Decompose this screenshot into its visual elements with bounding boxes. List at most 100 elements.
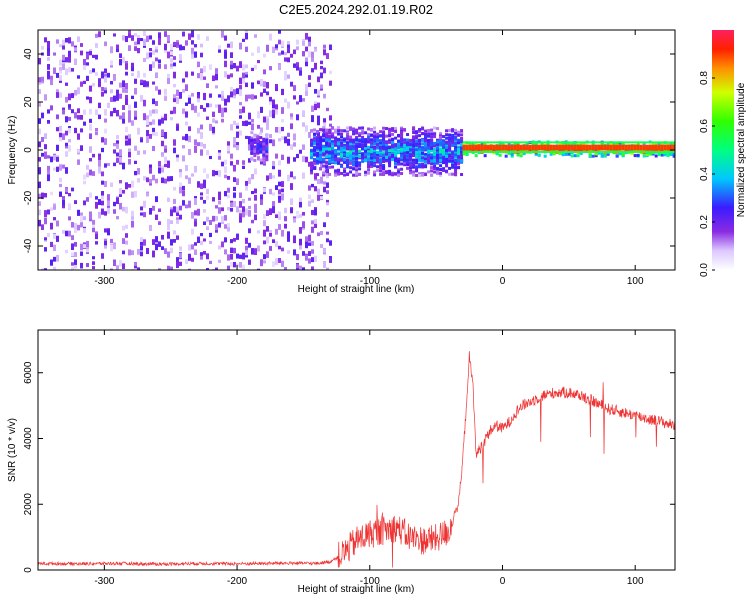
heatmap-cell: [44, 193, 47, 198]
heatmap-cell: [367, 171, 371, 175]
heatmap-cell: [430, 138, 434, 142]
heatmap-cell: [558, 142, 562, 146]
heatmap-cell: [272, 46, 275, 54]
heatmap-cell: [370, 141, 374, 145]
heatmap-cell: [516, 141, 520, 144]
heatmap-cell: [325, 145, 329, 149]
heatmap-cell: [486, 144, 490, 151]
heatmap-cell: [314, 208, 317, 216]
heatmap-cell: [62, 54, 65, 61]
heatmap-cell: [406, 163, 410, 167]
heatmap-cell: [140, 251, 143, 257]
heatmap-cell: [47, 40, 50, 48]
heatmap-cell: [403, 146, 407, 150]
heatmap-cell: [128, 158, 131, 165]
heatmap-cell: [275, 153, 278, 159]
heatmap-cell: [71, 267, 74, 270]
heatmap-cell: [182, 185, 185, 191]
heatmap-cell: [278, 181, 281, 187]
heatmap-cell: [128, 183, 131, 188]
heatmap-cell: [266, 91, 269, 96]
heatmap-cell: [80, 262, 83, 269]
heatmap-cell: [424, 155, 428, 159]
heatmap-cell: [65, 116, 68, 123]
heatmap-cell: [454, 141, 458, 145]
heatmap-cell: [439, 164, 443, 168]
heatmap-cell: [337, 160, 341, 164]
heatmap-cell: [218, 207, 221, 214]
heatmap-cell: [612, 141, 616, 144]
heatmap-cell: [319, 147, 323, 151]
heatmap-cell: [266, 118, 269, 124]
heatmap-cell: [158, 167, 161, 174]
heatmap-cell: [224, 51, 227, 59]
heatmap-cell: [492, 150, 496, 153]
heatmap-cell: [203, 251, 206, 255]
heatmap-cell: [361, 147, 365, 151]
heatmap-cell: [155, 109, 158, 114]
heatmap-cell: [116, 216, 119, 220]
heatmap-cell: [451, 157, 455, 161]
heatmap-cell: [439, 158, 443, 162]
heatmap-cell: [421, 148, 425, 152]
heatmap-cell: [250, 136, 254, 140]
heatmap-cell: [254, 34, 257, 38]
heatmap-cell: [445, 156, 449, 160]
heatmap-cell: [182, 155, 185, 162]
heatmap-cell: [212, 75, 215, 82]
heatmap-cell: [122, 263, 125, 269]
heatmap-cell: [293, 249, 296, 256]
heatmap-cell: [122, 105, 125, 110]
heatmap-cell: [319, 136, 323, 140]
heatmap-cell: [44, 247, 47, 252]
heatmap-cell: [83, 121, 86, 126]
heatmap-cell: [227, 223, 230, 228]
heatmap-cell: [206, 195, 209, 200]
heatmap-cell: [322, 148, 326, 152]
heatmap-cell: [328, 128, 332, 132]
heatmap-cell: [47, 174, 50, 182]
heatmap-cell: [334, 169, 338, 173]
heatmap-cell: [445, 148, 449, 152]
heatmap-cell: [113, 260, 116, 267]
heatmap-cell: [65, 187, 68, 193]
heatmap-cell: [588, 150, 592, 153]
heatmap-cell: [633, 150, 637, 153]
heatmap-cell: [176, 43, 179, 48]
heatmap-cell: [245, 74, 248, 78]
heatmap-cell: [361, 156, 365, 160]
heatmap-cell: [415, 169, 419, 173]
heatmap-cell: [648, 144, 652, 151]
heatmap-cell: [600, 141, 604, 144]
heatmap-cell: [263, 229, 266, 237]
heatmap-cell: [101, 200, 104, 206]
heatmap-cell: [561, 144, 565, 151]
heatmap-cell: [44, 37, 47, 43]
heatmap-cell: [104, 163, 107, 168]
heatmap-cell: [561, 141, 565, 144]
heatmap-cell: [170, 239, 173, 246]
heatmap-cell: [624, 150, 628, 153]
heatmap-cell: [606, 144, 610, 151]
heatmap-cell: [349, 150, 353, 154]
heatmap-cell: [415, 130, 419, 134]
heatmap-cell: [421, 172, 425, 176]
heatmap-cell: [230, 86, 233, 91]
heatmap-cell: [397, 142, 401, 146]
heatmap-cell: [265, 133, 269, 137]
heatmap-cell: [101, 91, 104, 97]
heatmap-cell: [260, 194, 263, 200]
heatmap-cell: [194, 44, 197, 48]
heatmap-cell: [460, 159, 464, 163]
heatmap-cell: [230, 60, 233, 65]
heatmap-cell: [242, 77, 245, 84]
heatmap-cell: [113, 73, 116, 81]
heatmap-cell: [41, 112, 44, 119]
heatmap-cell: [89, 218, 92, 222]
heatmap-cell: [152, 81, 155, 85]
heatmap-cell: [299, 213, 302, 218]
heatmap-cell: [212, 215, 215, 222]
heatmap-cell: [320, 176, 323, 184]
heatmap-cell: [284, 216, 287, 222]
heatmap-cell: [543, 144, 547, 151]
